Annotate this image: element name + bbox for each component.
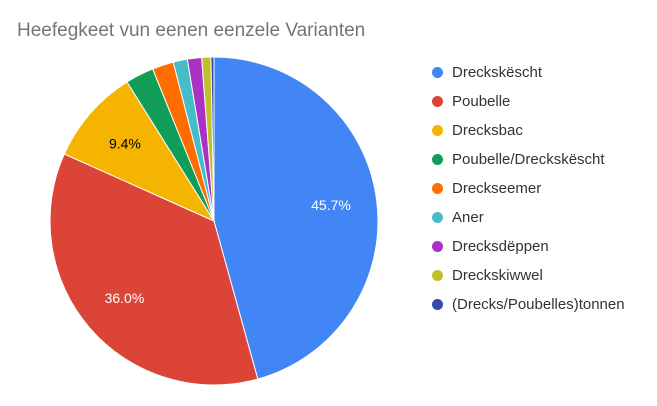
legend-item-2: Poubelle <box>432 87 625 116</box>
legend-swatch <box>432 96 443 107</box>
legend-swatch <box>432 154 443 165</box>
legend-item-3: Drecksbac <box>432 116 625 145</box>
legend-item-4: Poubelle/Dreckskëscht <box>432 145 625 174</box>
slice-data-label-3: 9.4% <box>109 135 141 151</box>
legend-item-7: Drecksdëppen <box>432 232 625 261</box>
legend-swatch <box>432 212 443 223</box>
legend-label: Dreckskëscht <box>452 64 543 81</box>
legend-label: (Drecks/Poubelles)tonnen <box>452 296 625 313</box>
chart-title: Heefegkeet vun eenen eenzele Varianten <box>17 20 366 41</box>
legend-item-8: Dreckskiwwel <box>432 261 625 290</box>
pie-slice-2 <box>49 153 259 386</box>
legend-label: Poubelle <box>452 93 511 110</box>
chart-legend: Dreckskëscht Poubelle Drecksbac Poubelle/Dr… <box>432 58 625 319</box>
slice-data-label-1: 45.7% <box>311 197 351 213</box>
legend-label: Dreckseemer <box>452 180 542 197</box>
legend-item-9: (Drecks/Poubelles)tonnen <box>432 290 625 319</box>
legend-swatch <box>432 125 443 136</box>
legend-item-6: Aner <box>432 203 625 232</box>
legend-label: Dreckskiwwel <box>452 267 543 284</box>
legend-label: Poubelle/Dreckskëscht <box>452 151 605 168</box>
legend-swatch <box>432 299 443 310</box>
pie-slice-3 <box>63 81 216 223</box>
legend-swatch <box>432 67 443 78</box>
legend-label: Drecksbac <box>452 122 523 139</box>
slice-data-label-2: 36.0% <box>105 290 145 306</box>
legend-label: Drecksdëppen <box>452 238 549 255</box>
pie-slice-1 <box>213 56 379 380</box>
legend-label: Aner <box>452 209 484 226</box>
legend-swatch <box>432 241 443 252</box>
legend-item-1: Dreckskëscht <box>432 58 625 87</box>
legend-item-5: Dreckseemer <box>432 174 625 203</box>
legend-swatch <box>432 183 443 194</box>
legend-swatch <box>432 270 443 281</box>
pie-slice-9 <box>210 56 215 222</box>
